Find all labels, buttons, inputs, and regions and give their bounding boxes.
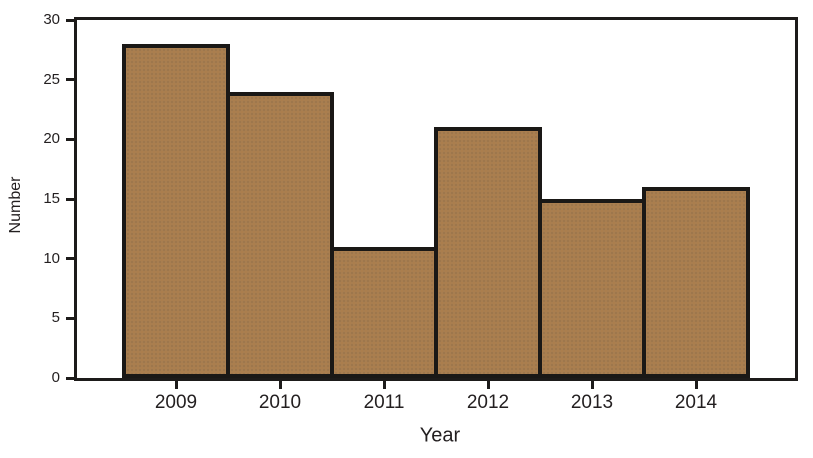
x-tick-label: 2011 — [363, 392, 405, 413]
y-tick-mark — [66, 78, 74, 82]
y-tick-label: 20 — [43, 130, 60, 148]
x-tick-label: 2010 — [258, 392, 302, 413]
x-tick-label: 2013 — [570, 392, 614, 413]
x-tick-mark — [278, 381, 282, 389]
x-tick-mark — [382, 381, 386, 389]
y-tick-mark — [66, 316, 74, 320]
y-tick-label: 5 — [51, 309, 60, 327]
bar-2012 — [434, 127, 542, 378]
x-tick-label: 2014 — [674, 392, 718, 413]
bar-2013 — [538, 199, 646, 378]
x-tick-mark — [694, 381, 698, 389]
y-tick-label: 25 — [43, 70, 60, 88]
x-axis-title: Year — [419, 424, 461, 447]
x-tick-label: 2009 — [154, 392, 198, 413]
y-tick-mark — [66, 257, 74, 261]
x-tick-mark — [590, 381, 594, 389]
y-tick-mark — [66, 18, 74, 22]
x-tick-mark — [486, 381, 490, 389]
y-tick-label: 30 — [43, 11, 60, 28]
bar-2010 — [226, 92, 334, 378]
y-tick-label: 15 — [43, 190, 60, 207]
y-tick-label: 0 — [51, 369, 60, 386]
bar-2011 — [330, 247, 438, 378]
y-tick-label: 10 — [43, 249, 60, 267]
bar-2009 — [122, 44, 230, 378]
x-tick-mark — [174, 381, 178, 389]
bar-2014 — [642, 187, 750, 378]
y-tick-mark — [66, 197, 74, 201]
y-tick-mark — [66, 376, 74, 380]
x-tick-label: 2012 — [466, 392, 510, 413]
plot-area: 0 5 10 15 20 25 30 2009 2010 2011 2012 2013 2014 — [43, 11, 798, 413]
y-tick-mark — [66, 137, 74, 141]
